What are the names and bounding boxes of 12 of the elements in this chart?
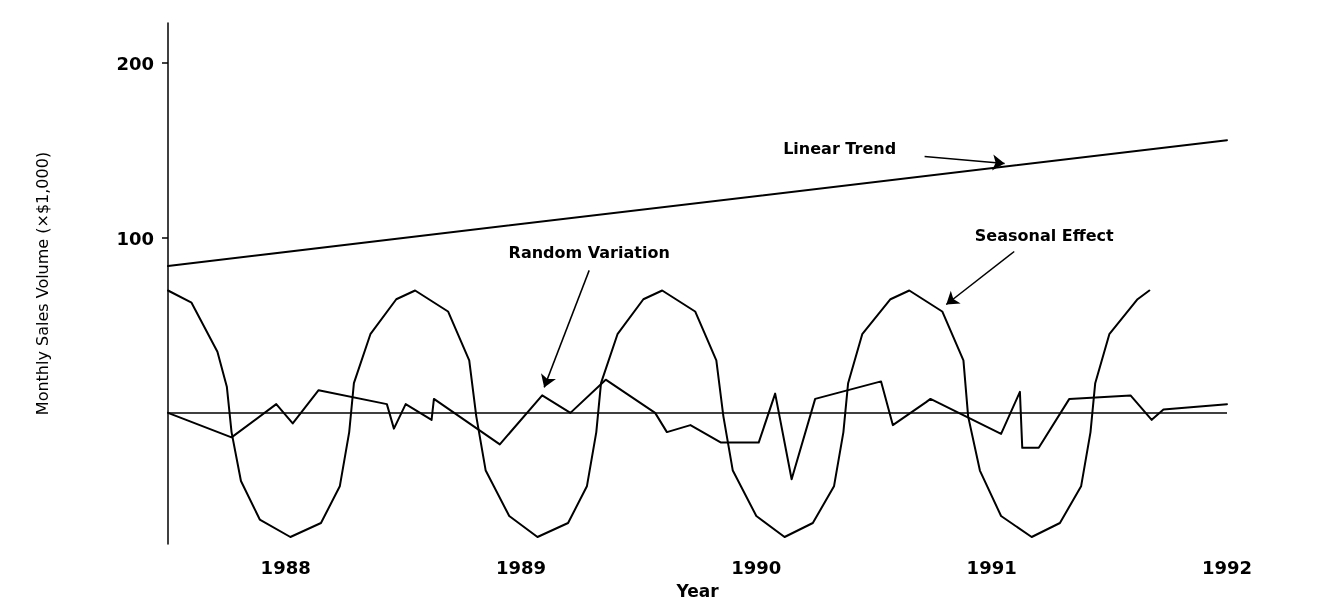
series-label: Linear Trend [783,139,897,159]
text: Random Variation [508,242,670,262]
x-tick-label: 1988 [260,556,311,578]
x-tick-label: 1992 [1201,556,1253,578]
y-axis-title: Monthly Sales Volume (×$1,000) [32,151,52,416]
y-tick-label: 100 [116,227,154,249]
x-axis-title: Year [675,580,720,601]
x-tick-label: 1991 [966,556,1017,578]
x-tick-label: 1990 [731,556,782,578]
x-tick-label: 1989 [495,556,547,578]
text: Seasonal Effect [974,225,1114,245]
y-tick-label: 200 [116,52,154,74]
